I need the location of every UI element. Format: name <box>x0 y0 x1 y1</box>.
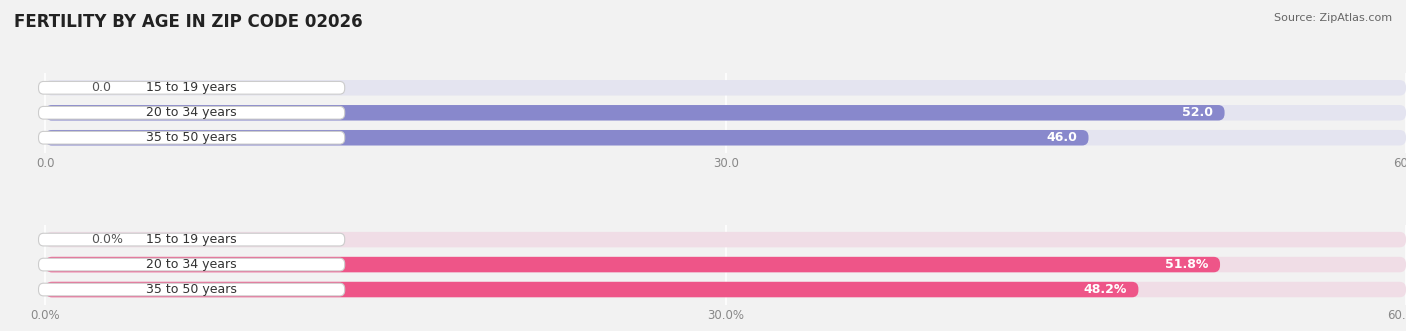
FancyBboxPatch shape <box>45 257 1220 272</box>
Text: 52.0: 52.0 <box>1182 106 1213 119</box>
FancyBboxPatch shape <box>45 130 1088 146</box>
Text: 20 to 34 years: 20 to 34 years <box>146 258 238 271</box>
FancyBboxPatch shape <box>45 105 1406 120</box>
Text: 48.2%: 48.2% <box>1084 283 1128 296</box>
FancyBboxPatch shape <box>45 257 1406 272</box>
FancyBboxPatch shape <box>38 283 344 296</box>
Text: 15 to 19 years: 15 to 19 years <box>146 81 238 94</box>
Text: 35 to 50 years: 35 to 50 years <box>146 131 238 144</box>
Text: 20 to 34 years: 20 to 34 years <box>146 106 238 119</box>
Text: Source: ZipAtlas.com: Source: ZipAtlas.com <box>1274 13 1392 23</box>
FancyBboxPatch shape <box>38 233 344 246</box>
Text: FERTILITY BY AGE IN ZIP CODE 02026: FERTILITY BY AGE IN ZIP CODE 02026 <box>14 13 363 31</box>
FancyBboxPatch shape <box>45 282 1406 297</box>
FancyBboxPatch shape <box>38 258 344 271</box>
FancyBboxPatch shape <box>45 282 1139 297</box>
FancyBboxPatch shape <box>38 107 344 119</box>
FancyBboxPatch shape <box>45 232 1406 247</box>
FancyBboxPatch shape <box>45 105 1225 120</box>
Text: 0.0: 0.0 <box>91 81 111 94</box>
FancyBboxPatch shape <box>38 131 344 144</box>
Text: 0.0%: 0.0% <box>91 233 122 246</box>
Text: 35 to 50 years: 35 to 50 years <box>146 283 238 296</box>
Text: 51.8%: 51.8% <box>1166 258 1209 271</box>
FancyBboxPatch shape <box>45 80 1406 96</box>
FancyBboxPatch shape <box>38 81 344 94</box>
Text: 46.0: 46.0 <box>1046 131 1077 144</box>
Text: 15 to 19 years: 15 to 19 years <box>146 233 238 246</box>
FancyBboxPatch shape <box>45 130 1406 146</box>
